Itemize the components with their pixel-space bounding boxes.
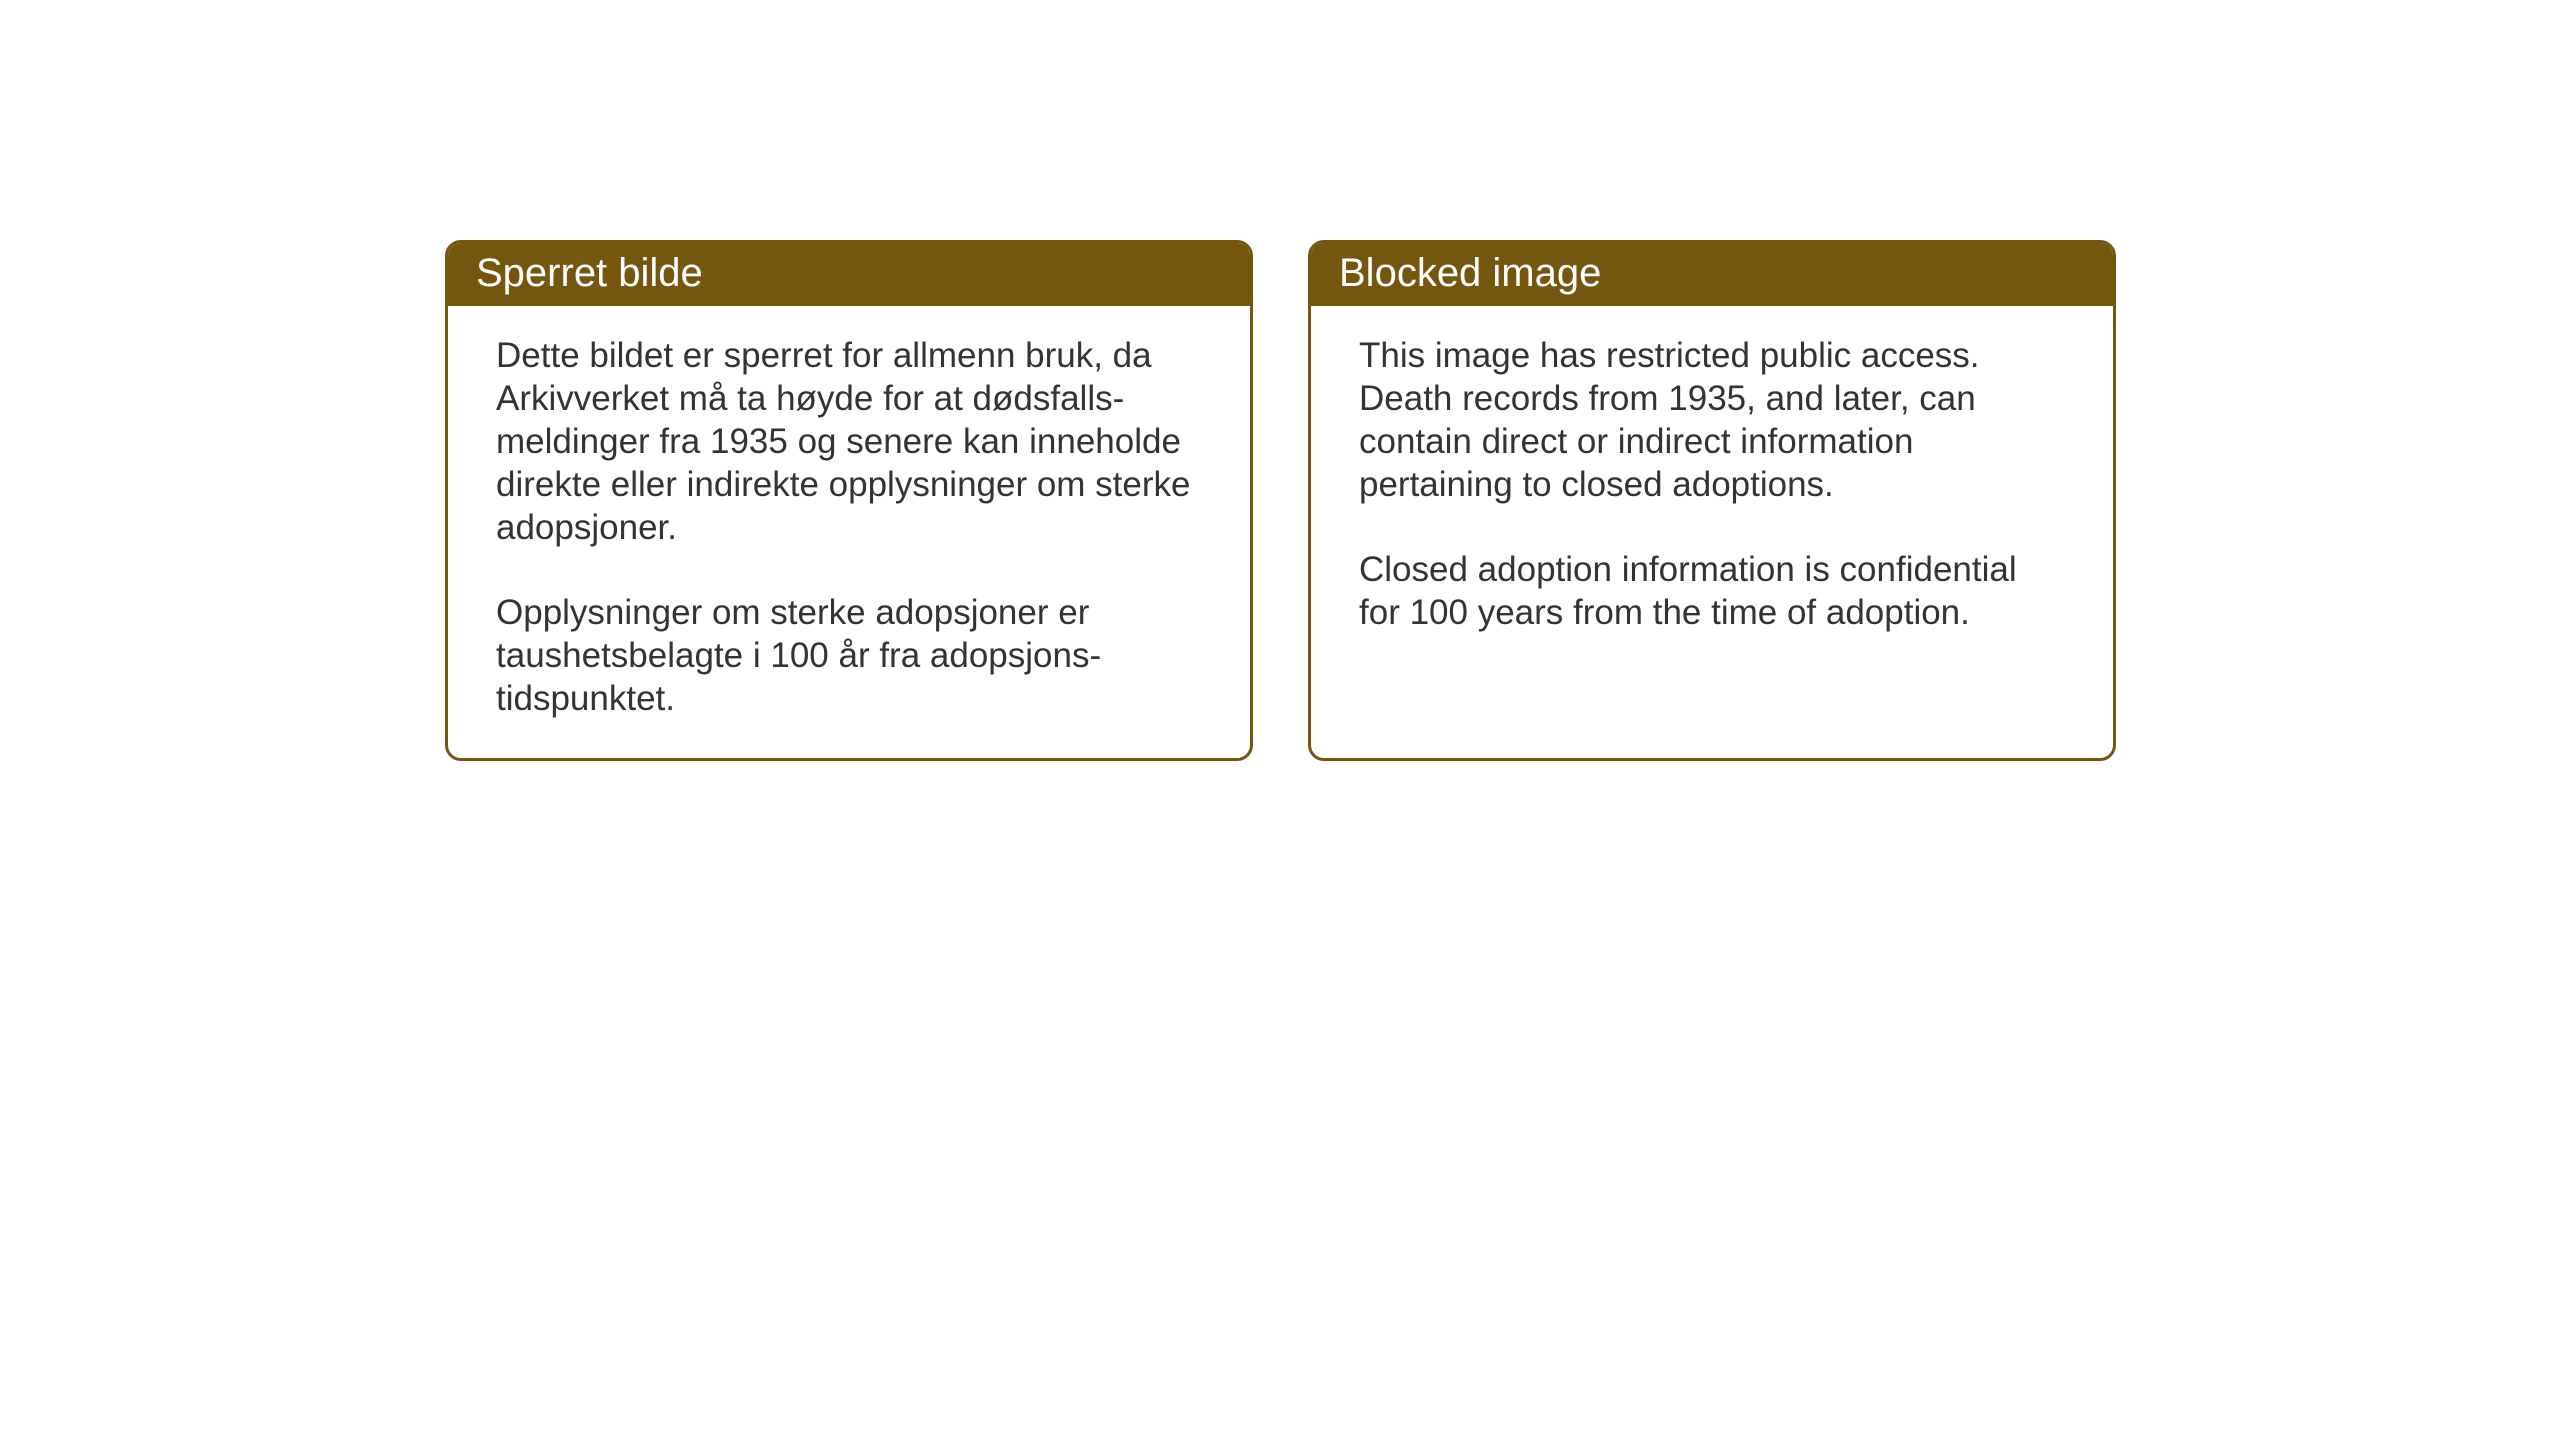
notice-container: Sperret bilde Dette bildet er sperret fo… [445, 240, 2116, 761]
notice-header-norwegian: Sperret bilde [448, 243, 1250, 306]
notice-body-norwegian: Dette bildet er sperret for allmenn bruk… [448, 306, 1250, 758]
notice-card-norwegian: Sperret bilde Dette bildet er sperret fo… [445, 240, 1253, 761]
notice-paragraph-2-norwegian: Opplysninger om sterke adopsjoner er tau… [496, 591, 1202, 720]
notice-paragraph-1-english: This image has restricted public access.… [1359, 334, 2065, 506]
notice-paragraph-2-english: Closed adoption information is confident… [1359, 548, 2065, 634]
notice-card-english: Blocked image This image has restricted … [1308, 240, 2116, 761]
notice-title-english: Blocked image [1339, 251, 1601, 295]
notice-paragraph-1-norwegian: Dette bildet er sperret for allmenn bruk… [496, 334, 1202, 549]
notice-header-english: Blocked image [1311, 243, 2113, 306]
notice-title-norwegian: Sperret bilde [476, 251, 703, 295]
notice-body-english: This image has restricted public access.… [1311, 306, 2113, 672]
